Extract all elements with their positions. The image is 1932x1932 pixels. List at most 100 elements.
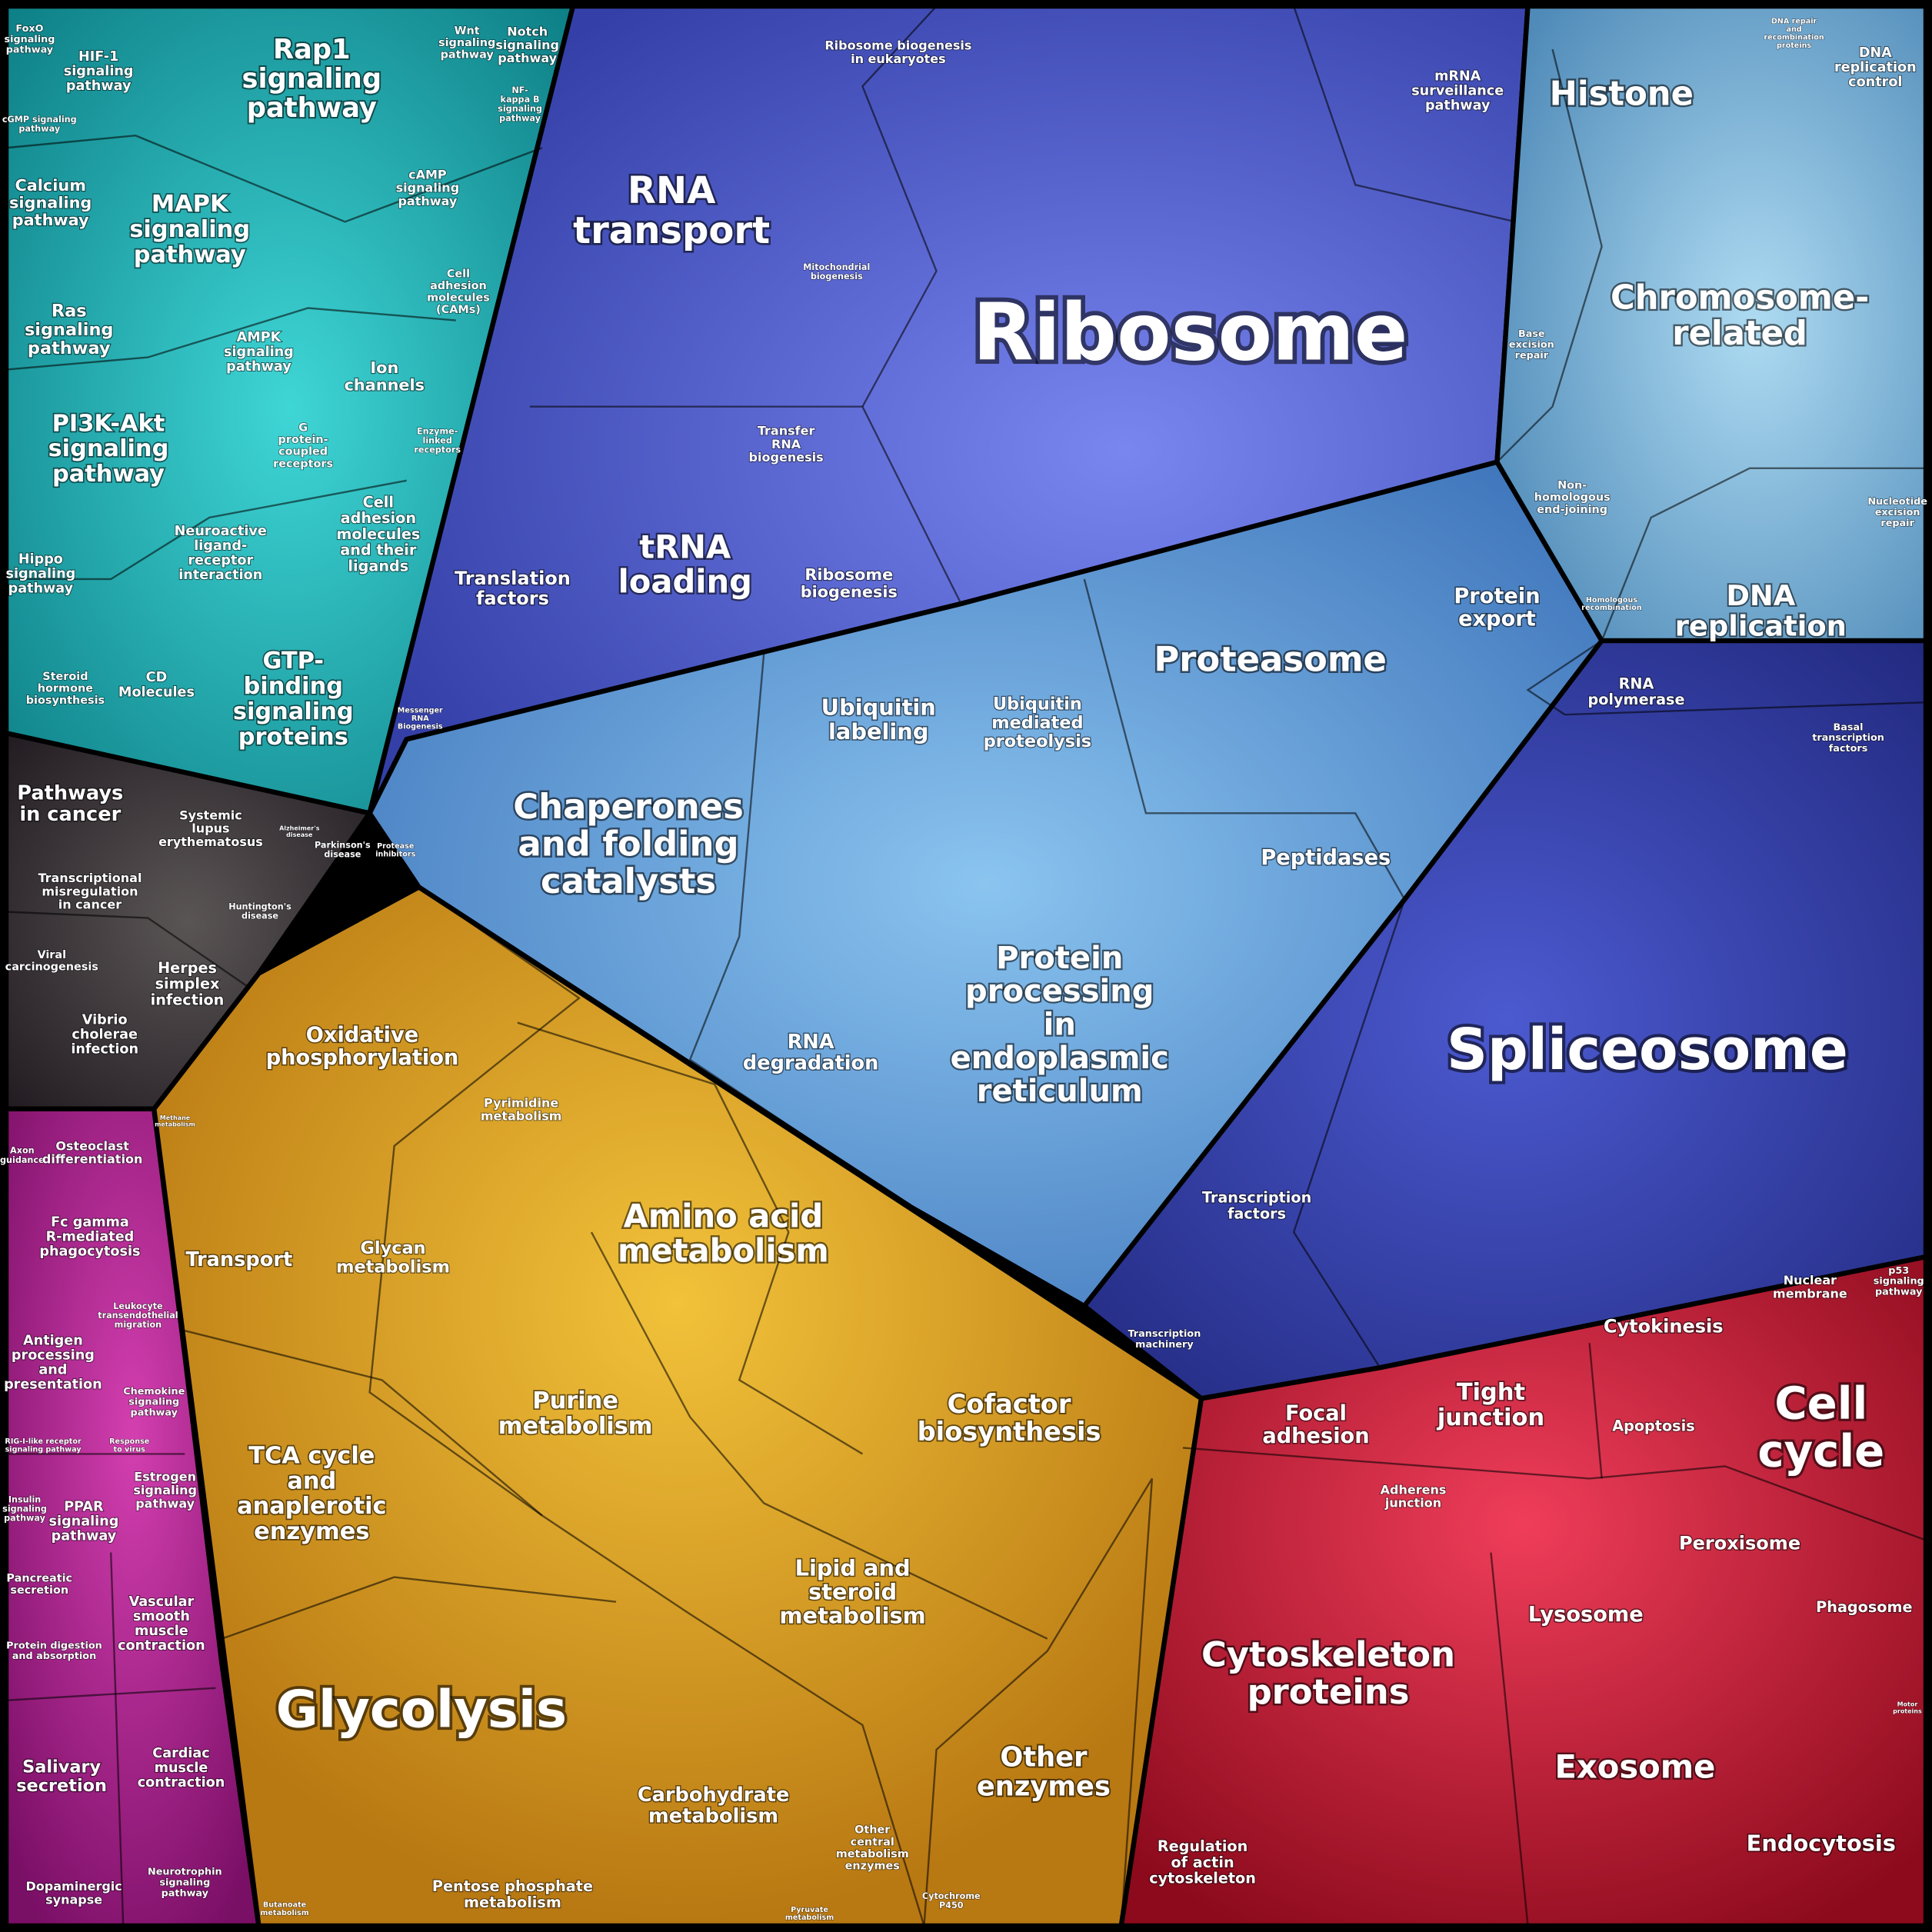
region-label: pathway [52, 461, 165, 488]
region-label: related [1672, 315, 1807, 353]
region-label: tRNA [639, 528, 731, 565]
region-label: biogenesis [749, 450, 824, 465]
region-label: Apoptosis [1612, 1417, 1694, 1435]
region-label: Focal [1285, 1401, 1347, 1425]
region-label: metabolism [785, 1914, 834, 1922]
region-label: cycle [1757, 1425, 1884, 1477]
region-label: signaling [233, 698, 354, 725]
region-label: pathway [12, 211, 89, 229]
region-label: migration [115, 1320, 162, 1330]
region-label: (CAMs) [436, 304, 481, 316]
region-label: HIF-1 [78, 49, 118, 65]
region-label: muscle [155, 1760, 208, 1776]
region-label: membrane [1773, 1286, 1847, 1301]
region-label: pathway [4, 1514, 45, 1524]
region-label: synapse [45, 1892, 102, 1907]
region-label: and [38, 1362, 67, 1377]
region-label: Nucleotide [1867, 496, 1927, 508]
region-label: coupled [278, 446, 328, 458]
region-label: infection [71, 1042, 138, 1058]
region-label: mediated [991, 713, 1083, 733]
region-label: P450 [939, 1900, 964, 1910]
region-label: steroid [808, 1578, 897, 1604]
region-label: Cardiac [152, 1746, 209, 1761]
region-label: and [287, 1467, 336, 1494]
region-label: enzymes [977, 1770, 1111, 1802]
region-label: presentation [4, 1377, 102, 1392]
region-label: in cancer [19, 803, 121, 826]
region-label: adhesion [341, 509, 416, 527]
region-label: Glycolysis [276, 1679, 567, 1739]
region-label: p53 [1888, 1265, 1909, 1277]
region-label: Cofactor [948, 1389, 1071, 1419]
region-label: Adherens [1381, 1482, 1447, 1497]
region-label: Response [109, 1437, 150, 1446]
region-label: Proteasome [1154, 638, 1387, 679]
region-label: Neuroactive [175, 524, 267, 539]
region-label: Cytochrome [922, 1891, 981, 1901]
region-label: binding [244, 673, 344, 700]
region-label: ligand- [194, 538, 247, 554]
region-label: signaling [133, 1483, 197, 1497]
region-label: transport [573, 209, 770, 252]
region-label: Ion [370, 358, 398, 377]
region-label: pathway [226, 359, 291, 375]
region-label: pathway [247, 92, 377, 124]
region-label: Other [1000, 1741, 1088, 1773]
sub-border [1083, 578, 1406, 901]
region-label: Notch [507, 24, 548, 38]
region-label: muscle [135, 1624, 188, 1639]
region-label: central [851, 1836, 894, 1848]
region-label: RNA [1619, 675, 1654, 692]
region-label: receptors [273, 458, 333, 470]
region-label: Transcription [1128, 1328, 1201, 1340]
region-label: Parkinson's [315, 840, 371, 850]
region-label: Pentose phosphate [432, 1877, 593, 1895]
region-label: Basal [1834, 721, 1864, 733]
region-label: cytoskeleton [1149, 1870, 1256, 1887]
region-label: replication [1834, 60, 1917, 75]
region-label: adhesion [430, 280, 487, 292]
region-label: recombination [1581, 604, 1642, 612]
region-label: differentiation [42, 1152, 142, 1167]
region-label: Protein [1454, 585, 1540, 608]
region-label: Ribosome [973, 287, 1408, 378]
region-label: smooth [133, 1609, 190, 1624]
region-label: Carbohydrate [638, 1784, 790, 1807]
sub-border [1588, 1343, 1603, 1479]
region-label: Non- [1557, 480, 1587, 492]
region-label: Purine [532, 1387, 618, 1414]
region-label: metabolism [498, 1413, 653, 1440]
region-label: Wnt [455, 25, 480, 37]
region-label: pathway [498, 51, 557, 65]
region-label: GTP- [262, 648, 324, 675]
sub-border [517, 1021, 864, 1455]
region-label: Pancreatic [6, 1572, 72, 1584]
region-label: signaling pathway [5, 1445, 82, 1454]
region-label: Axon [10, 1146, 35, 1156]
region-label: cGMP signaling [2, 115, 77, 125]
sub-border [5, 307, 456, 371]
region-label: proteolysis [984, 731, 1091, 751]
region-label: hormone [38, 683, 93, 695]
region-label: signaling [25, 320, 113, 340]
region-label: MAPK [152, 191, 229, 218]
region-label: factors [476, 588, 549, 609]
region-label: biosynthesis [918, 1417, 1101, 1447]
region-label: Phagosome [1816, 1598, 1912, 1616]
region-label: molecules [336, 525, 420, 543]
region-label: signaling [5, 567, 75, 582]
region-label: pathway [28, 338, 111, 358]
region-label: Peptidases [1261, 846, 1391, 870]
region-label: and folding [518, 824, 738, 864]
region-label: polymerase [1587, 691, 1684, 708]
region-label: Histone [1550, 75, 1694, 113]
region-label: TCA cycle [248, 1442, 375, 1469]
region-label: signaling [4, 34, 55, 45]
region-label: processing [12, 1347, 95, 1363]
region-label: Dopaminergic [25, 1879, 122, 1894]
region-label: Ubiquitin [993, 695, 1082, 715]
region-label: pathway [18, 124, 60, 134]
region-label: DNA [1859, 45, 1892, 61]
